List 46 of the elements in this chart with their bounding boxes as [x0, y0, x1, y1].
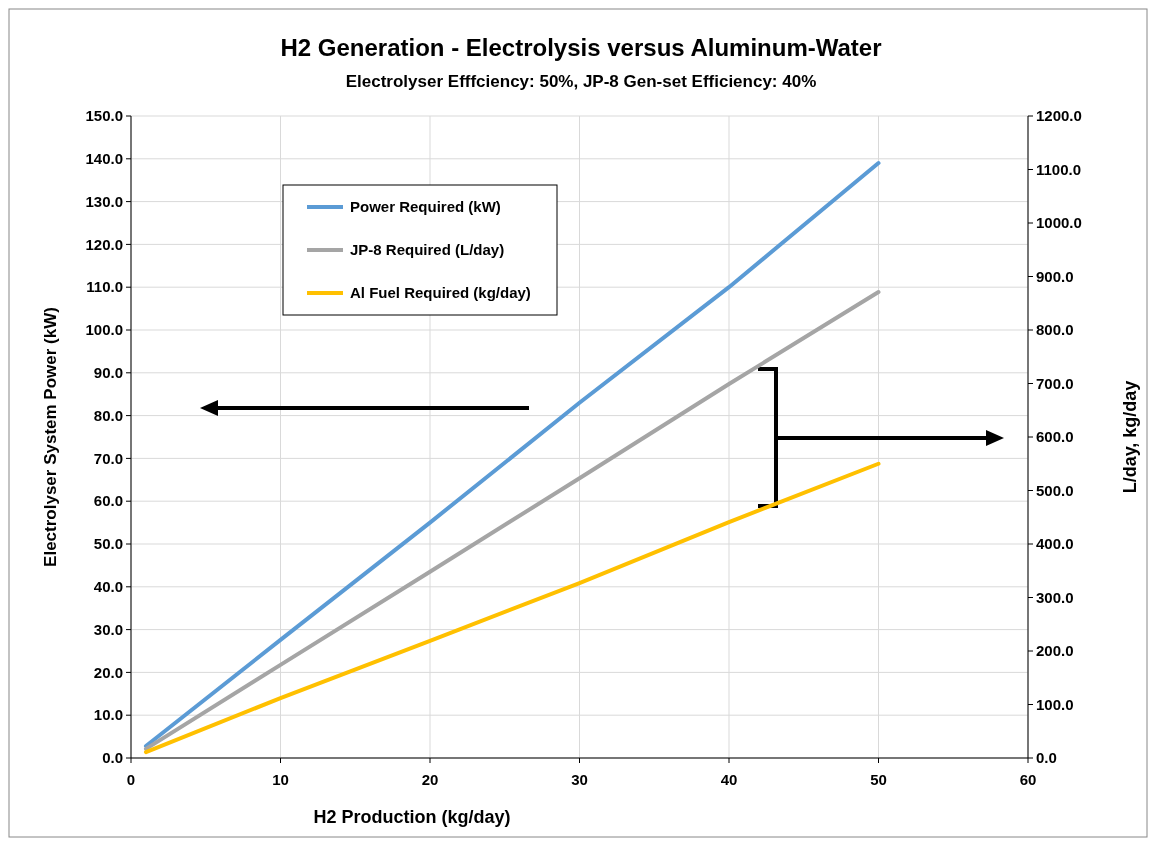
x-tick-label: 60: [1019, 771, 1037, 788]
y-tick-label: 150.0: [85, 107, 123, 125]
y2-tick-label: 1100.0: [1036, 160, 1082, 178]
y2-tick-label: 600.0: [1036, 428, 1074, 446]
y-tick-label: 100.0: [85, 321, 123, 339]
x-tick-label: 10: [272, 771, 289, 788]
y-tick-label: 130.0: [85, 192, 123, 210]
legend-label: JP-8 Required (L/day): [350, 241, 505, 259]
y2-axis-title: L/day, kg/day: [1120, 380, 1140, 494]
y-tick-label: 70.0: [93, 449, 123, 467]
y2-tick-label: 700.0: [1036, 374, 1074, 392]
y2-tick-label: 1000.0: [1036, 214, 1082, 232]
y2-tick-label: 800.0: [1036, 321, 1074, 339]
y2-tick-label: 400.0: [1036, 535, 1074, 553]
y-tick-label: 110.0: [86, 278, 123, 296]
y2-tick-label: 100.0: [1036, 695, 1074, 713]
y-tick-label: 140.0: [85, 150, 123, 168]
y2-tick-label: 0.0: [1036, 749, 1057, 767]
legend-label: Al Fuel Required (kg/day): [350, 284, 531, 302]
y-axis-title: Electrolyser System Power (kW): [41, 307, 60, 567]
legend-label: Power Required (kW): [350, 198, 501, 216]
y-tick-label: 90.0: [93, 364, 123, 382]
x-tick-label: 30: [571, 771, 588, 788]
line-series: [143, 461, 881, 755]
y2-tick-label: 500.0: [1036, 481, 1074, 499]
y-tick-label: 30.0: [93, 620, 123, 638]
chart-title: H2 Generation - Electrolysis versus Aluminum-Water: [280, 34, 882, 61]
x-tick-label: 0: [126, 771, 136, 788]
y-tick-label: 40.0: [93, 578, 123, 596]
x-axis-title: H2 Production (kg/day): [313, 807, 511, 827]
y-tick-label: 20.0: [93, 663, 123, 681]
x-tick-label: 20: [421, 771, 439, 788]
y-tick-label: 120.0: [85, 235, 123, 253]
y-tick-label: 10.0: [93, 706, 123, 724]
y2-tick-label: 1200.0: [1036, 107, 1082, 125]
y-tick-label: 50.0: [93, 535, 123, 553]
y2-tick-label: 200.0: [1036, 642, 1074, 660]
y-tick-label: 80.0: [93, 406, 123, 424]
y2-tick-label: 900.0: [1036, 267, 1074, 285]
line-series: [143, 161, 881, 749]
y-tick-label: 0.0: [102, 749, 123, 767]
x-tick-label: 50: [870, 771, 887, 788]
x-tick-label: 40: [720, 771, 738, 788]
chart-subtitle: Electrolyser Efffciency: 50%, JP-8 Gen-set Efficiency: 40%: [345, 72, 817, 91]
y2-tick-label: 300.0: [1036, 588, 1074, 606]
y-tick-label: 60.0: [93, 492, 123, 510]
